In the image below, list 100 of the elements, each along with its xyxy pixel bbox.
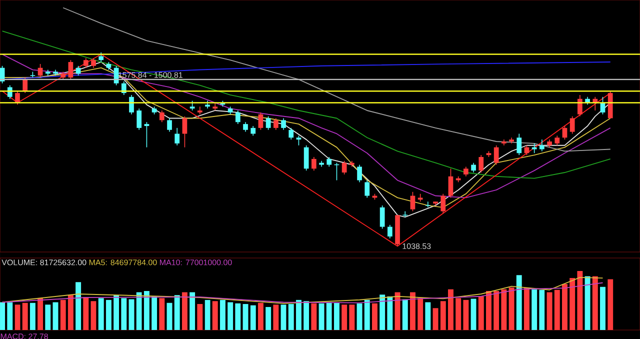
bar [410,292,416,330]
bar [128,299,134,330]
bar [159,298,165,330]
candlestick [91,58,96,68]
annotation: 1038.53 [402,243,431,250]
candlestick [15,90,20,106]
bar [402,299,408,330]
bar [280,304,286,330]
bar [577,270,583,330]
bar [440,301,446,330]
chart-title: VOLUME: 81725632.00 [2,260,86,266]
bar [349,304,355,330]
candlestick [182,116,188,148]
bar [7,302,13,330]
bar [174,295,180,330]
candlestick [410,191,416,212]
bar [22,302,28,330]
bar [83,296,89,330]
bar [14,304,20,330]
text: MA5: 84697784.00 [89,260,157,266]
bar [152,296,158,330]
candlestick [471,162,476,173]
bar [52,302,58,330]
candlestick [448,168,454,198]
bar [106,300,112,330]
bar [334,302,340,330]
bar [448,289,454,330]
bar [463,300,469,330]
candlestick [516,133,522,156]
candlestick [68,60,74,80]
bar [242,304,248,330]
bar [38,298,44,330]
candlestick [22,77,28,94]
bar [478,296,484,330]
bar [394,292,400,330]
bar [364,300,370,330]
candlestick [342,160,347,175]
bar [584,276,590,330]
bar [356,303,362,330]
bar [90,301,96,330]
bar [220,300,226,330]
bar [570,278,576,330]
candlestick [174,128,180,146]
bar [76,282,82,330]
bar [204,300,210,330]
bar [494,291,500,330]
bar [60,300,66,330]
bar [318,303,324,330]
bar [212,301,218,330]
candlestick [326,156,332,168]
bar [425,302,431,330]
candlestick [478,154,484,173]
bar [197,304,203,330]
bar [250,305,256,330]
bar [144,291,150,330]
bar [273,304,279,330]
bar [372,303,378,330]
candlestick [304,144,309,171]
candlestick [136,108,142,130]
bar [592,276,598,330]
bar [554,290,560,330]
bar [311,303,317,330]
bar [288,304,294,330]
bar [228,302,234,330]
candlestick [250,126,256,136]
bar [380,294,386,330]
bar [562,284,568,330]
bar [235,303,241,330]
bar [304,301,310,330]
bar [470,298,476,330]
bar [508,287,514,330]
text: MA10: 77001000.00 [160,260,232,266]
candlestick [144,122,150,148]
candlestick [83,58,88,68]
candlestick [532,143,537,154]
bar [190,292,196,330]
bar [182,292,188,330]
bar [524,287,530,330]
candlestick [357,164,362,183]
bar [501,289,507,330]
candlestick [570,116,575,134]
candlestick [562,126,568,140]
candlestick [258,112,264,130]
candlestick [167,118,172,132]
candlestick [494,144,499,166]
candlestick [159,110,164,123]
bar [296,300,302,330]
bar [166,302,172,330]
candlestick [380,205,385,230]
candlestick [281,118,286,130]
bar [45,304,51,330]
candlestick [190,100,195,111]
candlestick [235,110,240,124]
bar [121,298,127,330]
bar [342,304,348,330]
bar [456,298,462,330]
candlestick [440,193,446,214]
candlestick [296,135,302,146]
bar [486,291,492,330]
candlestick [98,52,104,62]
